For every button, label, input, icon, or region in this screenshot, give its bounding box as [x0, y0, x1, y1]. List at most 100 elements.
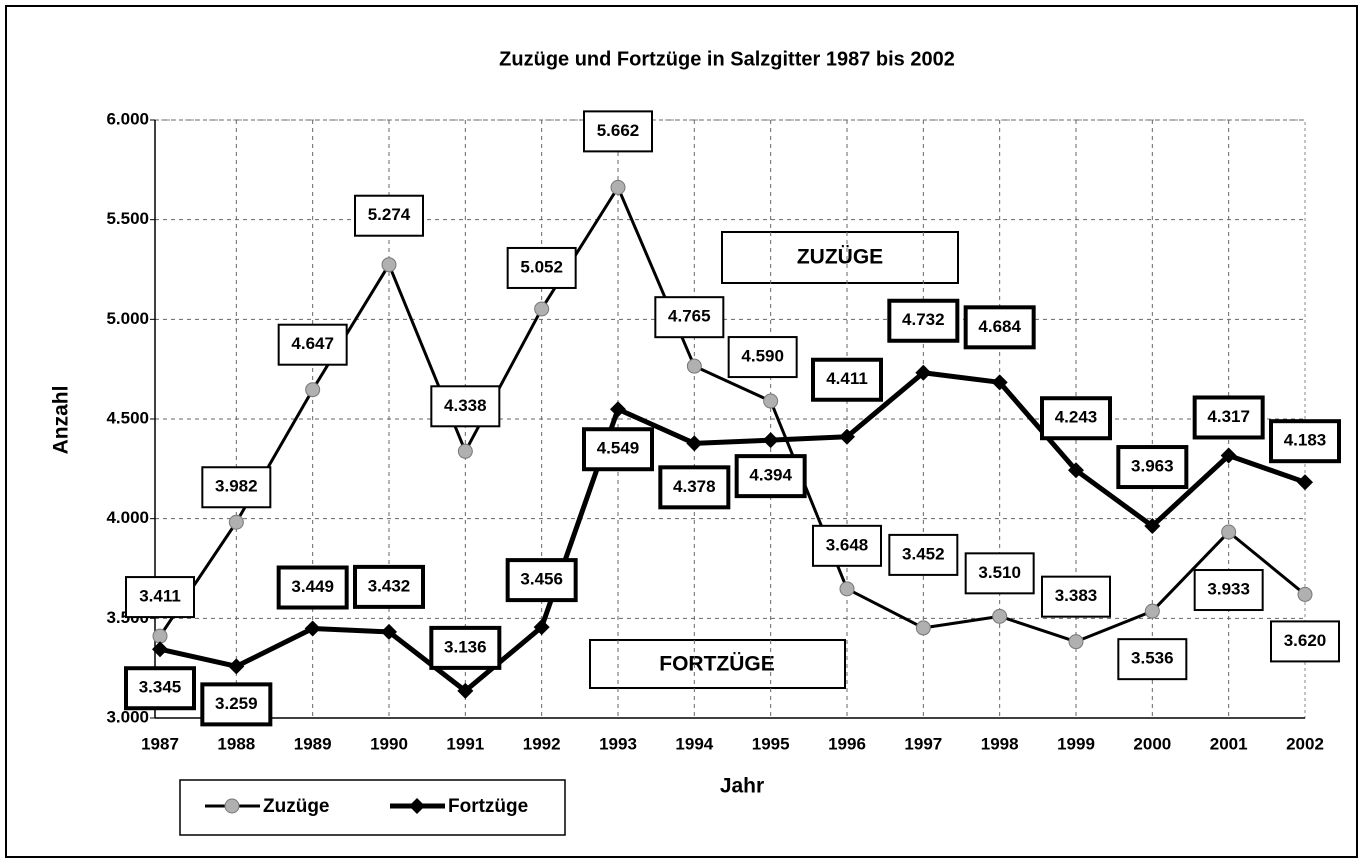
- marker: [992, 608, 1008, 624]
- value-label: 4.338: [444, 396, 487, 415]
- y-tick-label: 5.500: [106, 209, 149, 228]
- value-label-box: [430, 385, 501, 428]
- value-label-box: [888, 533, 959, 576]
- x-tick-label: 1990: [370, 734, 408, 753]
- value-label: 5.662: [597, 121, 640, 140]
- value-label: 3.648: [826, 535, 869, 554]
- series-line: [159, 370, 1306, 694]
- marker: [228, 514, 244, 530]
- value-label-box: [654, 296, 725, 339]
- x-tick-label: 1995: [752, 734, 790, 753]
- value-label: 3.259: [215, 694, 258, 713]
- marker: [1144, 518, 1161, 535]
- marker: [1221, 524, 1237, 540]
- value-label-box: [429, 625, 502, 670]
- value-label-box: [125, 576, 195, 619]
- marker: [763, 393, 779, 409]
- marker: [381, 623, 397, 640]
- legend-marker: [224, 798, 240, 814]
- y-axis-label: Anzahl: [50, 386, 73, 455]
- value-label: 4.243: [1055, 408, 1098, 427]
- value-label: 3.383: [1055, 586, 1098, 605]
- value-label-box: [583, 110, 653, 153]
- marker: [1068, 462, 1084, 479]
- value-label: 4.684: [978, 317, 1021, 336]
- value-label-box: [1041, 575, 1111, 618]
- value-label-box: [734, 454, 807, 499]
- value-label-box: [727, 336, 798, 379]
- value-label-box: [200, 682, 273, 727]
- marker: [762, 432, 779, 449]
- value-label-box: [887, 298, 960, 343]
- legend-marker: [409, 798, 425, 814]
- value-label: 3.432: [368, 576, 411, 595]
- marker: [457, 443, 473, 459]
- x-tick-label: 1987: [141, 734, 179, 753]
- marker: [228, 658, 245, 675]
- value-label-box: [658, 465, 731, 510]
- marker: [991, 374, 1008, 391]
- value-label-box: [354, 194, 424, 237]
- value-label: 3.982: [215, 477, 258, 496]
- marker: [457, 682, 474, 699]
- annotation-box: [589, 639, 846, 689]
- value-label: 3.456: [520, 570, 563, 589]
- value-label-box: [812, 524, 882, 567]
- marker: [915, 364, 932, 381]
- marker: [610, 179, 626, 195]
- marker: [533, 619, 550, 636]
- value-label-box: [201, 466, 272, 509]
- value-label-box: [276, 565, 349, 610]
- marker: [915, 620, 931, 636]
- value-label-box: [505, 558, 578, 603]
- annotation: FORTZÜGE: [659, 653, 775, 676]
- marker: [1068, 634, 1084, 650]
- chart-title: Zuzüge und Fortzüge in Salzgitter 1987 b…: [499, 48, 955, 70]
- value-label: 4.411: [826, 369, 868, 388]
- value-label-box: [353, 564, 425, 609]
- x-tick-label: 1991: [446, 734, 484, 753]
- marker: [839, 581, 855, 597]
- marker: [534, 301, 550, 317]
- chart-border: [5, 5, 1358, 858]
- value-label: 3.136: [444, 637, 487, 656]
- x-tick-label: 2002: [1286, 734, 1324, 753]
- value-label-box: [964, 552, 1035, 595]
- marker: [152, 641, 168, 658]
- x-tick-label: 2000: [1133, 734, 1171, 753]
- legend-label: Zuzüge: [263, 796, 330, 817]
- x-tick-label: 1996: [828, 734, 866, 753]
- value-label-box: [1269, 419, 1341, 464]
- value-label: 3.536: [1131, 649, 1174, 668]
- value-label: 4.647: [291, 334, 334, 353]
- value-label: 4.378: [673, 477, 716, 496]
- x-tick-label: 2001: [1210, 734, 1248, 753]
- value-label: 4.765: [668, 307, 711, 326]
- x-tick-label: 1989: [294, 734, 332, 753]
- marker: [381, 257, 397, 273]
- marker: [1220, 447, 1237, 464]
- value-label: 4.317: [1207, 407, 1250, 426]
- series-line: [158, 185, 1306, 644]
- marker: [152, 628, 168, 644]
- value-label-box: [811, 357, 883, 402]
- value-label: 4.549: [597, 439, 640, 458]
- y-tick-label: 3.000: [106, 707, 149, 726]
- x-tick-label: 1999: [1057, 734, 1095, 753]
- value-label-box: [582, 427, 654, 472]
- value-label-box: [1192, 395, 1265, 440]
- value-label-box: [1193, 569, 1264, 612]
- x-tick-label: 1998: [981, 734, 1019, 753]
- value-label: 3.411: [139, 587, 181, 606]
- marker: [305, 382, 321, 398]
- marker: [1144, 603, 1160, 619]
- value-label: 3.510: [978, 563, 1021, 582]
- value-label: 3.933: [1207, 580, 1250, 599]
- value-label-box: [124, 666, 196, 711]
- x-tick-label: 1988: [217, 734, 255, 753]
- y-tick-label: 4.000: [106, 508, 149, 527]
- x-axis-label: Jahr: [720, 775, 764, 798]
- x-tick-label: 1993: [599, 734, 637, 753]
- y-tick-label: 4.500: [106, 408, 149, 427]
- x-tick-label: 1994: [675, 734, 713, 753]
